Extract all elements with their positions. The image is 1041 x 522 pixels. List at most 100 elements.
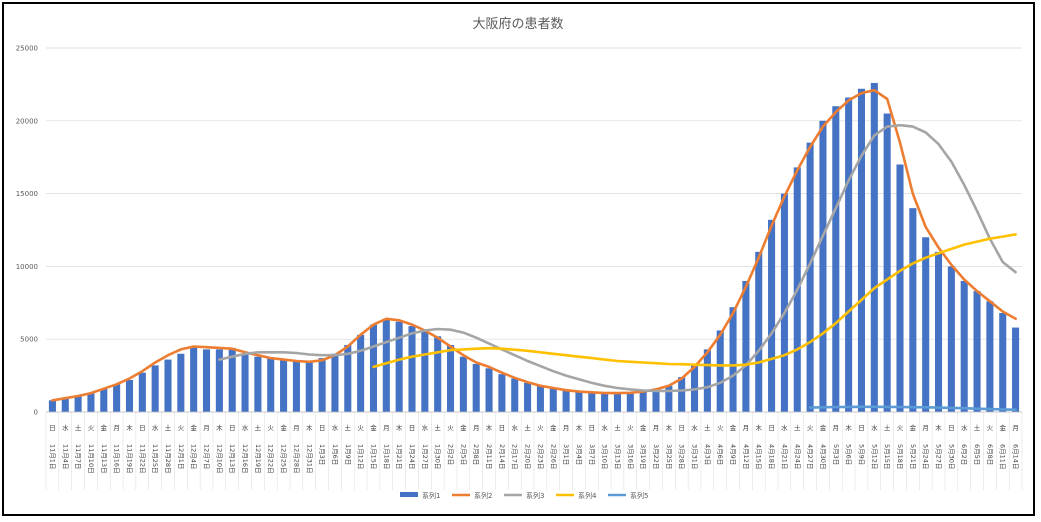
bar — [74, 395, 82, 412]
series-line — [372, 233, 1017, 369]
x-weekday-label: 土 — [974, 423, 981, 432]
x-tick-label: 12月1日 — [177, 444, 185, 469]
x-weekday-label: 木 — [306, 423, 313, 432]
x-weekday-label: 金 — [190, 423, 197, 432]
x-tick-label: 1月24日 — [408, 444, 416, 469]
bar — [267, 358, 275, 412]
x-weekday-label: 日 — [229, 424, 236, 432]
x-weekday-label: 日 — [678, 424, 685, 432]
x-weekday-label: 金 — [820, 423, 827, 432]
bar — [601, 393, 609, 412]
x-tick-label: 2月8日 — [472, 444, 480, 465]
x-tick-label: 4月30日 — [819, 444, 827, 469]
bar — [742, 280, 750, 412]
x-tick-label: 12月22日 — [267, 444, 275, 474]
x-weekday-label: 土 — [434, 423, 441, 432]
x-weekday-label: 金 — [370, 423, 377, 432]
bar — [832, 106, 840, 413]
x-weekday-label: 火 — [717, 424, 724, 432]
bar — [806, 142, 814, 412]
x-weekday-label: 水 — [601, 423, 608, 432]
x-tick-label: 1月18日 — [382, 444, 390, 469]
x-tick-label: 4月9日 — [729, 444, 737, 465]
x-tick-label: 12月4日 — [190, 444, 198, 469]
x-weekday-label: 木 — [845, 423, 852, 432]
x-tick-label: 3月13日 — [614, 444, 622, 469]
x-weekday-label: 木 — [126, 423, 133, 432]
x-weekday-label: 水 — [62, 423, 69, 432]
bar — [536, 385, 544, 412]
x-tick-label: 4月21日 — [780, 444, 788, 469]
bar — [164, 359, 172, 412]
x-tick-label: 3月31日 — [691, 444, 699, 469]
legend-label: 系列1 — [422, 491, 440, 500]
x-weekday-label: 木 — [755, 423, 762, 432]
bar — [703, 349, 711, 412]
x-tick-label: 11月16日 — [113, 444, 121, 474]
x-tick-label: 2月26日 — [549, 444, 557, 469]
x-tick-label: 5月3日 — [832, 444, 840, 465]
bar — [254, 356, 262, 412]
bar — [138, 372, 146, 412]
x-weekday-label: 水 — [871, 423, 878, 432]
bar — [588, 392, 596, 412]
x-weekday-label: 火 — [807, 424, 814, 432]
x-weekday-label: 月 — [203, 424, 210, 432]
x-weekday-label: 金 — [280, 423, 287, 432]
bar — [382, 318, 390, 412]
bar — [395, 321, 403, 412]
x-weekday-label: 月 — [563, 424, 570, 432]
bar — [100, 388, 108, 412]
x-tick-label: 11月13日 — [100, 444, 108, 474]
bar — [421, 330, 429, 412]
bar — [472, 363, 480, 412]
x-tick-label: 1月9日 — [344, 444, 352, 465]
bar — [61, 398, 69, 412]
bar — [575, 391, 583, 412]
x-weekday-label: 火 — [897, 424, 904, 432]
x-weekday-label: 日 — [49, 424, 56, 432]
x-weekday-label: 日 — [768, 424, 775, 432]
bar — [652, 390, 660, 412]
x-weekday-label: 金 — [550, 423, 557, 432]
x-weekday-label: 月 — [743, 424, 750, 432]
x-tick-label: 11月25日 — [151, 444, 159, 474]
legend-label: 系列4 — [578, 491, 597, 500]
bar — [48, 400, 56, 412]
x-tick-label: 2月20日 — [524, 444, 532, 469]
x-tick-label: 1月12日 — [357, 444, 365, 469]
x-tick-label: 3月10日 — [601, 444, 609, 469]
x-tick-label: 5月21日 — [909, 444, 917, 469]
bar — [485, 368, 493, 412]
y-axis: 0 5000 10000 15000 20000 25000 — [16, 45, 38, 417]
bar — [446, 345, 455, 412]
bar — [498, 374, 506, 412]
bar — [947, 266, 955, 412]
x-weekday-label: 土 — [884, 423, 891, 432]
x-tick-label: 3月25日 — [665, 444, 673, 469]
bar — [125, 379, 134, 412]
x-tick-label: 2月5日 — [459, 444, 467, 465]
x-tick-label: 3月22日 — [652, 444, 660, 469]
x-weekday-label: 木 — [396, 423, 403, 432]
x-weekday-label: 木 — [666, 423, 673, 432]
x-tick-label: 5月6日 — [845, 444, 853, 465]
bar — [768, 219, 776, 412]
y-tick-label: 0 — [34, 409, 38, 417]
bar — [87, 393, 95, 412]
x-tick-label: 3月1日 — [562, 444, 570, 465]
x-tick-label: 3月4日 — [575, 444, 583, 465]
x-tick-label: 2月14日 — [498, 444, 506, 469]
bar — [999, 312, 1007, 412]
x-weekday-label: 土 — [794, 423, 801, 432]
x-weekday-label: 月 — [1012, 424, 1019, 432]
legend-label: 系列5 — [630, 491, 648, 500]
x-tick-label: 11月22日 — [138, 444, 146, 474]
x-weekday-label: 金 — [999, 423, 1006, 432]
x-tick-label: 4月6日 — [716, 444, 724, 465]
x-weekday-label: 日 — [499, 424, 506, 432]
bar — [883, 113, 891, 413]
bar — [678, 377, 686, 412]
x-tick-label: 5月30日 — [947, 444, 955, 469]
x-tick-label: 4月3日 — [703, 444, 711, 465]
